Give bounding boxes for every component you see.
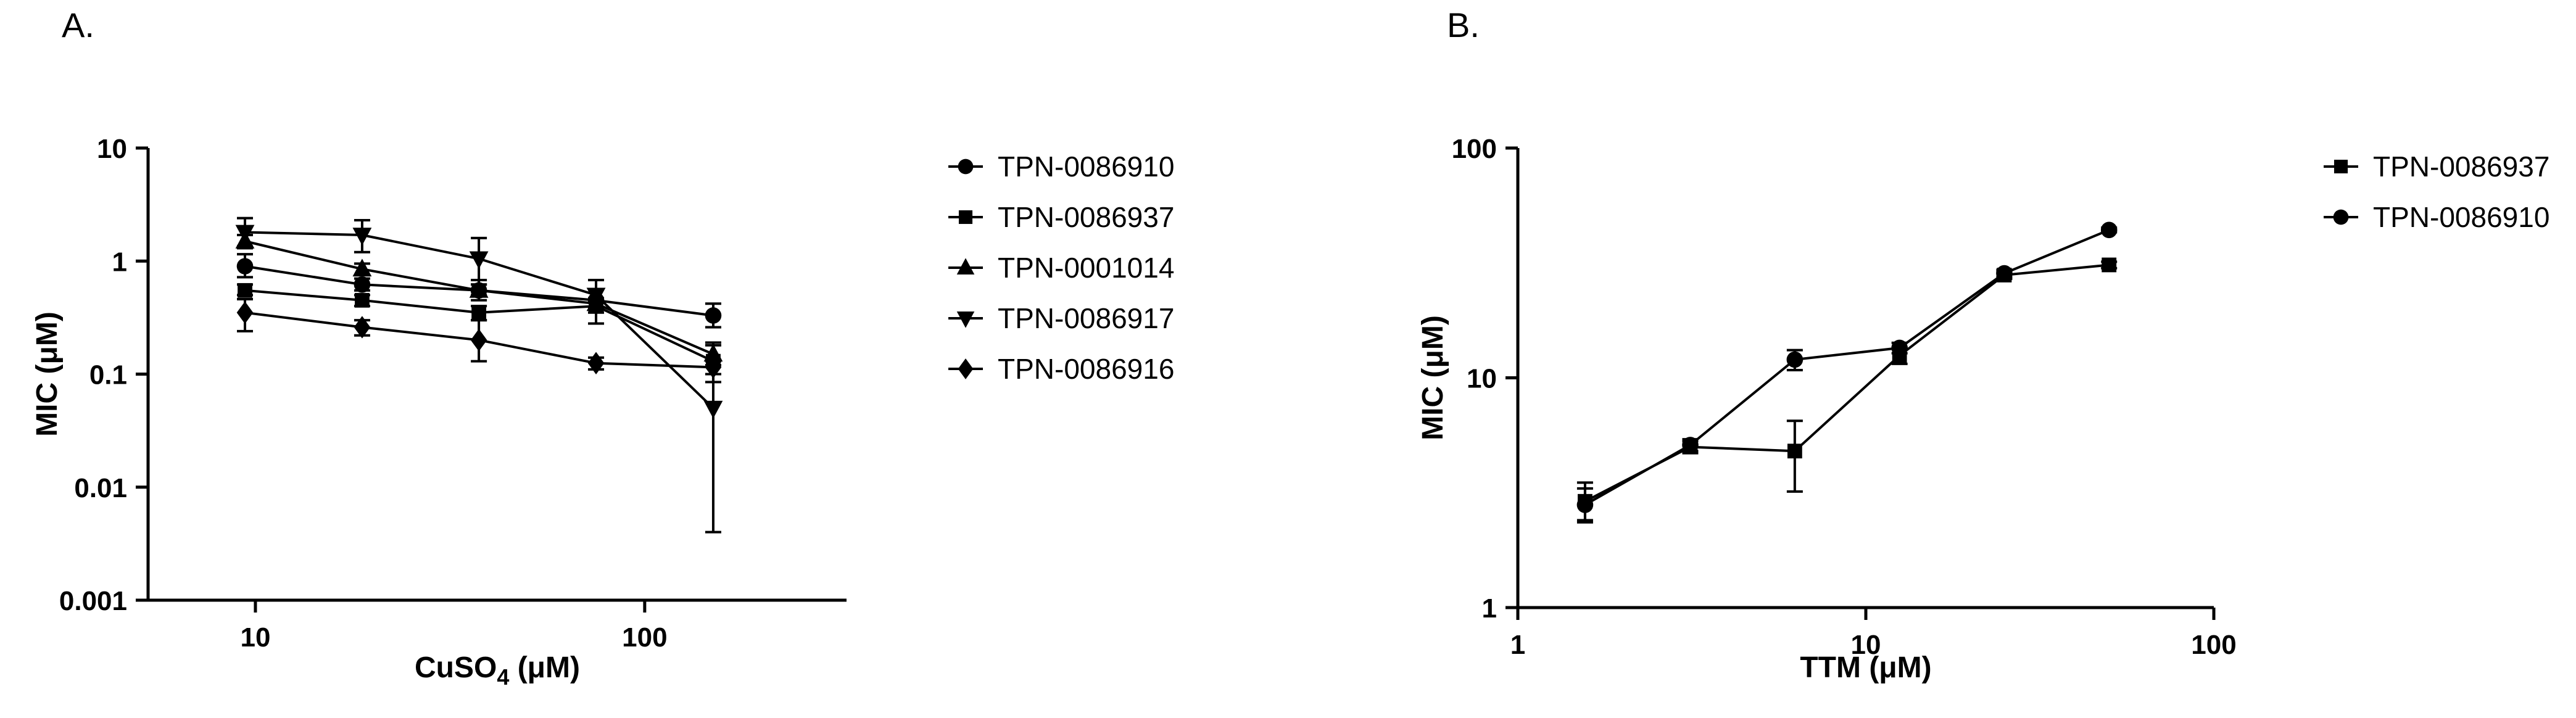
- triangle-up-marker: [703, 344, 723, 362]
- legend-label: TPN-0001014: [998, 252, 1175, 284]
- triangle-down-marker: [469, 251, 489, 270]
- circle-marker: [2100, 221, 2118, 239]
- legend-panel-b: TPN-0086937 TPN-0086910: [2324, 151, 2550, 233]
- legend-item: TPN-0086917: [948, 302, 1175, 334]
- y-tick-label: 1: [1482, 593, 1497, 624]
- x-axis-title: CuSO4 (μM): [415, 651, 580, 690]
- legend-item: TPN-0086910: [948, 151, 1175, 183]
- circle-marker: [2333, 209, 2349, 225]
- triangle-up-marker: [352, 258, 372, 277]
- legend-label: TPN-0086937: [2373, 151, 2550, 183]
- circle-marker: [958, 159, 974, 175]
- circle-marker: [354, 276, 371, 293]
- panel-a-chart: 10 1 0.1 0.01 0.001 10 100 MIC (μM) CuSO4 (μM): [31, 134, 847, 690]
- y-axis-title: MIC (μM): [1417, 315, 1449, 440]
- square-marker: [355, 292, 370, 308]
- x-tick-label: 10: [1851, 630, 1881, 660]
- triangle-up-marker-icon: [948, 258, 983, 275]
- y-axis-title: MIC (μM): [31, 312, 64, 437]
- legend-panel-a: TPN-0086910 TPN-0086937 TPN-0001014 TPN-008…: [948, 151, 1175, 385]
- legend-label: TPN-0086916: [998, 353, 1175, 385]
- series-TPN-0086910: [1576, 221, 2118, 522]
- circle-marker-icon: [2324, 209, 2358, 225]
- circle-marker: [1682, 437, 1699, 453]
- x-tick-label: 100: [2191, 630, 2236, 660]
- diamond-marker: [587, 352, 605, 374]
- x-tick-label: 10: [240, 622, 270, 653]
- x-axis-title: TTM (μM): [1800, 651, 1931, 684]
- y-tick-label: 10: [97, 134, 127, 164]
- x-tick-label: 100: [622, 622, 667, 653]
- legend-label: TPN-0086937: [998, 201, 1175, 233]
- panel-b-label: B.: [1447, 6, 1480, 44]
- diamond-marker: [470, 329, 487, 352]
- panel-a-label: A.: [62, 6, 94, 44]
- square-marker: [958, 210, 973, 225]
- diamond-marker: [958, 358, 974, 379]
- y-tick-label: 0.001: [59, 586, 127, 616]
- triangle-up-marker: [469, 280, 489, 298]
- circle-marker: [705, 307, 722, 324]
- series-TPN-0001014: [235, 231, 723, 366]
- diamond-marker: [354, 316, 371, 339]
- square-marker-icon: [948, 210, 983, 225]
- square-marker: [2102, 257, 2117, 273]
- legend-label: TPN-0086910: [998, 151, 1175, 183]
- circle-marker: [236, 258, 254, 274]
- circle-marker: [1891, 339, 1908, 357]
- y-tick-label: 0.01: [74, 473, 127, 503]
- triangle-down-marker-icon: [948, 311, 983, 328]
- diamond-marker: [705, 356, 722, 379]
- legend-item: TPN-0086916: [948, 353, 1175, 385]
- square-marker: [2334, 159, 2348, 174]
- square-marker-icon: [2324, 159, 2358, 174]
- y-tick-label: 10: [1467, 364, 1497, 394]
- legend-item: TPN-0086937: [2324, 151, 2550, 183]
- series-line: [1584, 228, 2110, 506]
- y-tick-label: 0.1: [89, 360, 127, 390]
- x-tick-label: 1: [1510, 630, 1525, 660]
- series-TPN-0086917: [235, 217, 723, 534]
- square-marker: [471, 305, 487, 320]
- circle-marker: [1996, 265, 2013, 282]
- legend-label: TPN-0086910: [2373, 201, 2550, 233]
- panel-b-chart: 100 10 11 10 100 MIC (μM) TTM (μM): [1417, 134, 2237, 684]
- diamond-marker: [236, 301, 254, 324]
- series-TPN-0086937: [1576, 257, 2118, 524]
- y-tick-label: 1: [112, 247, 127, 277]
- diamond-marker-icon: [948, 358, 983, 379]
- legend-item: TPN-0086937: [948, 201, 1175, 233]
- triangle-down-marker: [956, 311, 975, 328]
- legend-label: TPN-0086917: [998, 302, 1175, 334]
- legend-item: TPN-0086910: [2324, 201, 2550, 233]
- circle-marker: [1576, 497, 1594, 513]
- series-TPN-0086916: [236, 298, 722, 379]
- triangle-up-marker: [956, 258, 975, 275]
- square-marker: [238, 283, 252, 298]
- square-marker: [1787, 444, 1802, 459]
- circle-marker-icon: [948, 159, 983, 175]
- triangle-down-marker: [235, 225, 255, 243]
- legend-item: TPN-0001014: [948, 252, 1175, 284]
- triangle-down-marker: [703, 400, 723, 419]
- series-line: [1584, 263, 2110, 503]
- y-tick-label: 100: [1452, 134, 1497, 164]
- triangle-down-marker: [586, 287, 606, 306]
- triangle-down-marker: [352, 228, 372, 246]
- circle-marker: [1786, 351, 1804, 368]
